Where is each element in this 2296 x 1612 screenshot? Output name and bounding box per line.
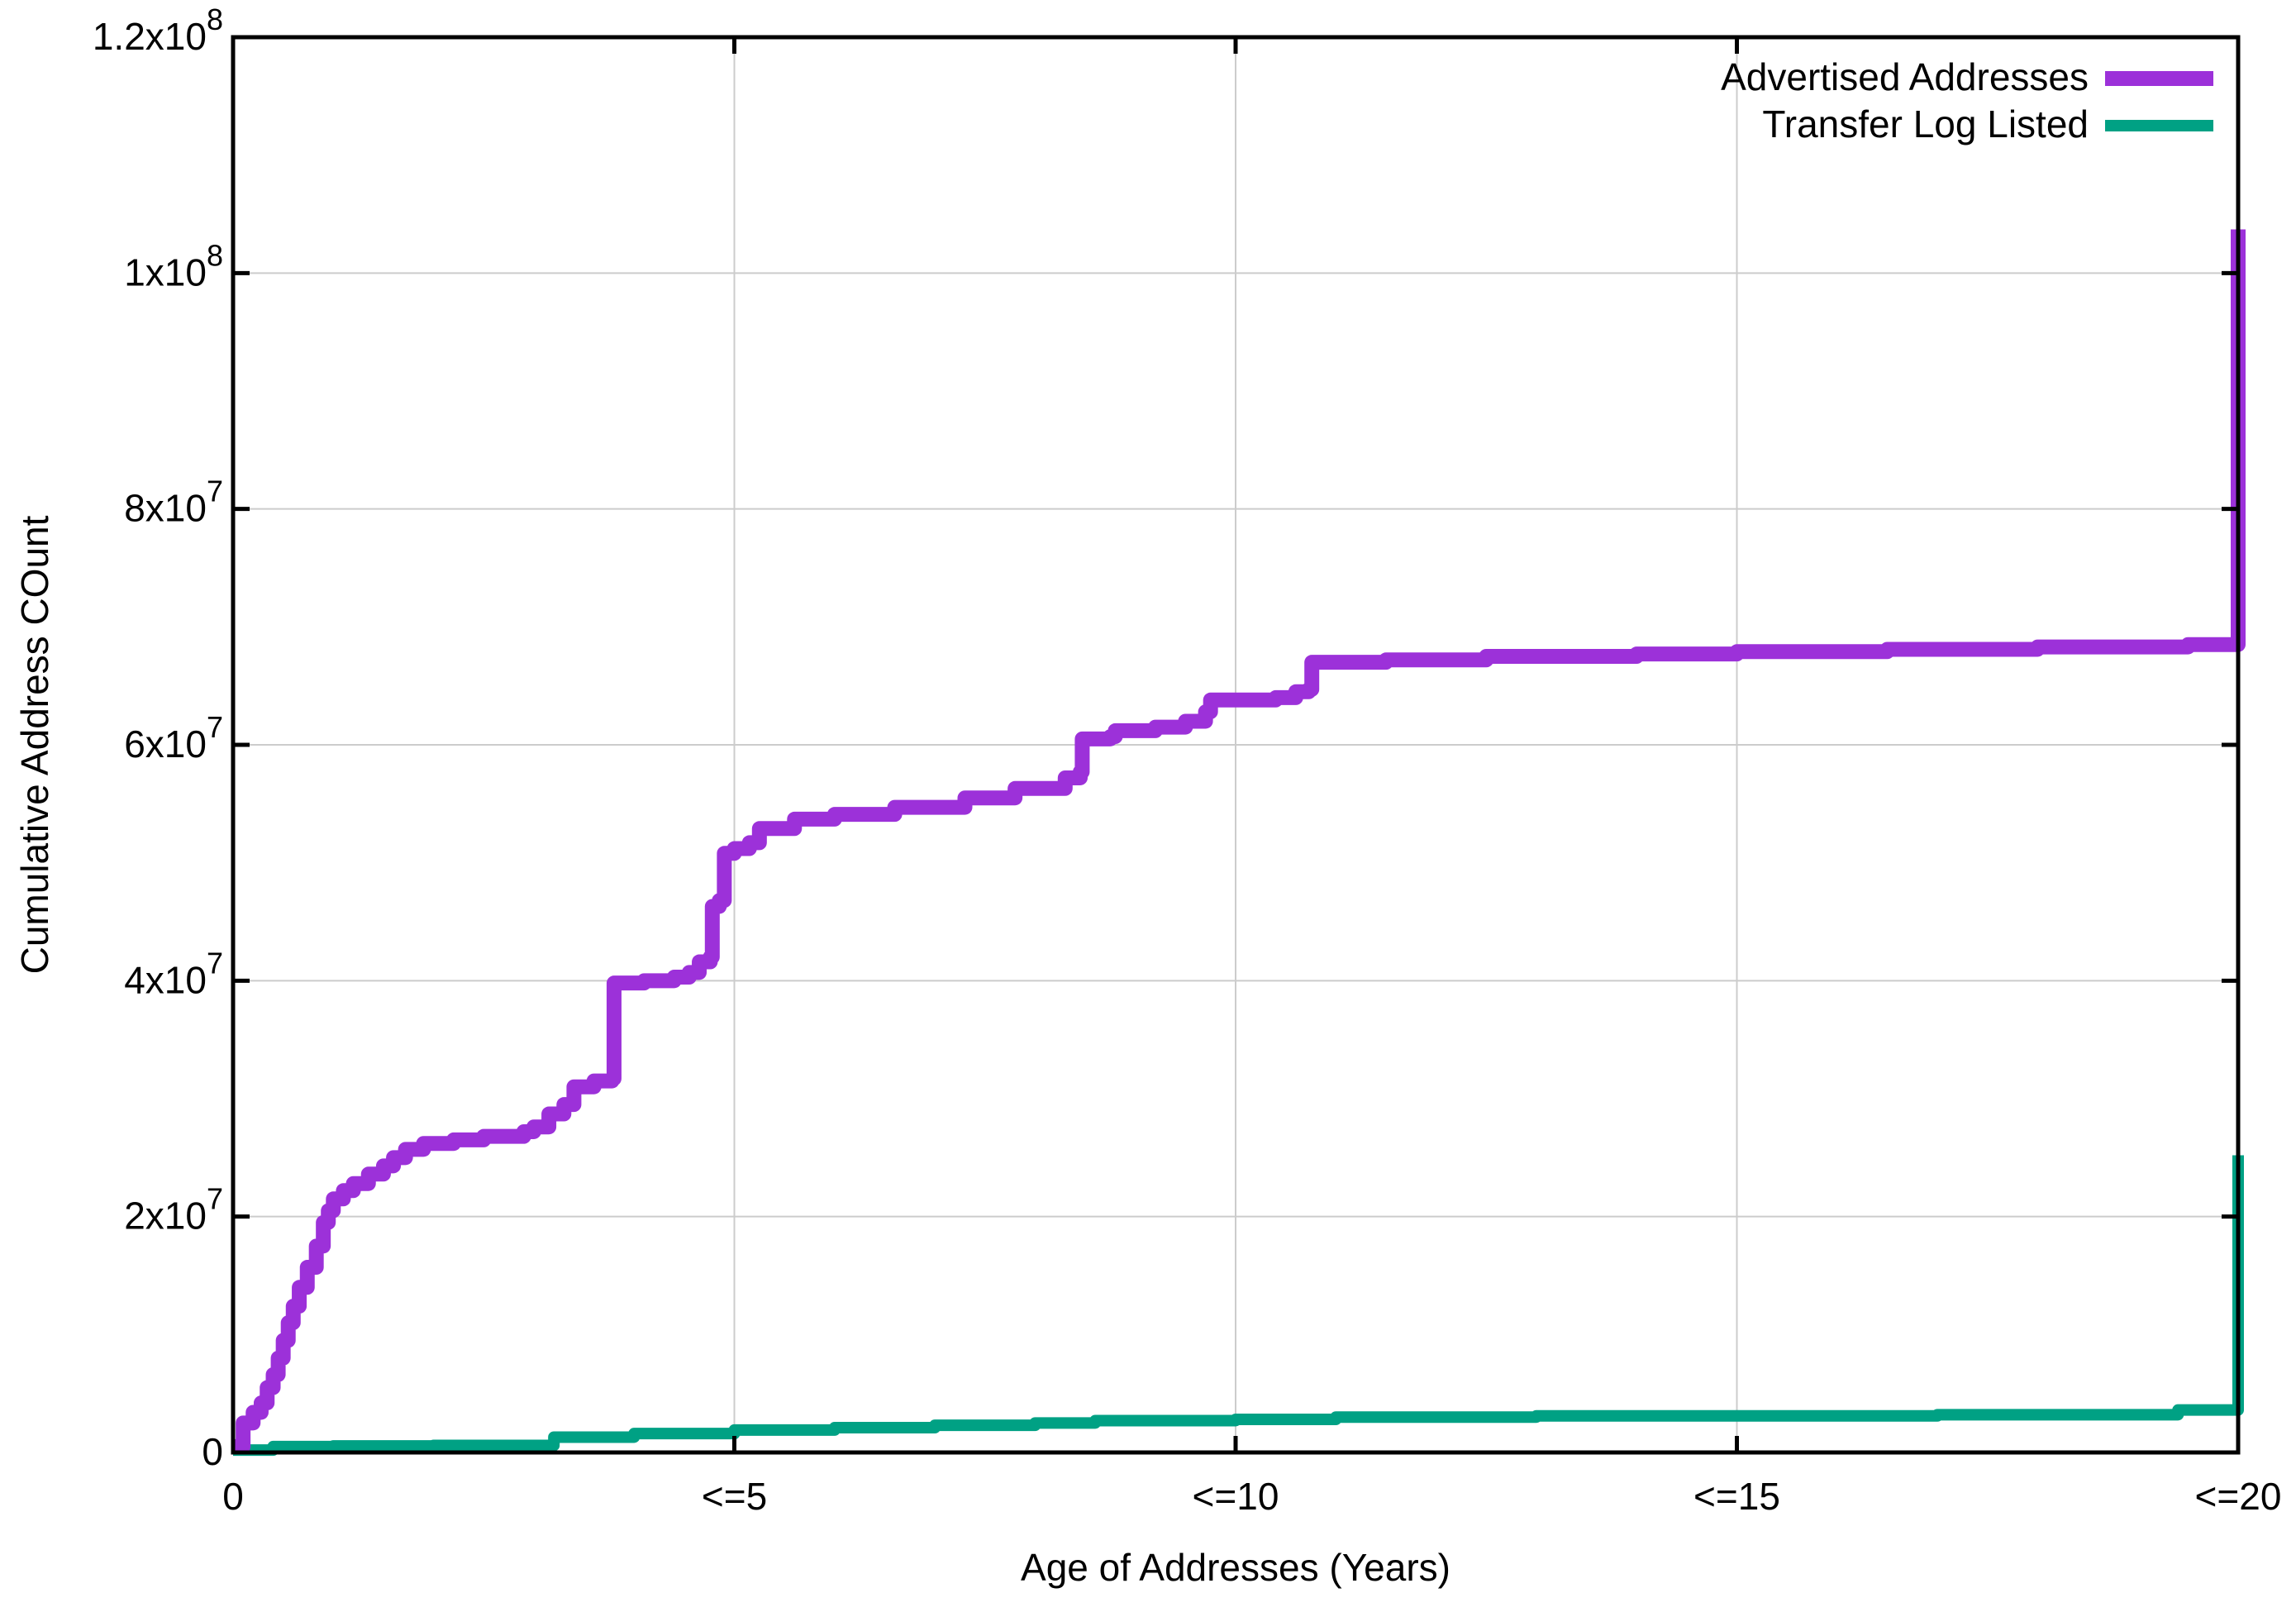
x-tick-label: <=10 bbox=[1193, 1475, 1279, 1518]
y-tick-label: 1x108 bbox=[124, 238, 223, 293]
x-tick-label: 0 bbox=[222, 1475, 244, 1518]
y-tick-label: 2x107 bbox=[124, 1182, 223, 1238]
x-axis-title: Age of Addresses (Years) bbox=[1021, 1546, 1450, 1589]
legend-label: Advertised Addresses bbox=[1721, 55, 2089, 98]
x-tick-label: <=20 bbox=[2195, 1475, 2282, 1518]
series-line-advertised-addresses bbox=[233, 229, 2246, 1454]
legend-label: Transfer Log Listed bbox=[1762, 103, 2089, 145]
y-tick-label: 4x107 bbox=[124, 946, 223, 1001]
y-tick-label: 1.2x108 bbox=[93, 2, 223, 58]
legend-item-transfer-log-listed: Transfer Log Listed bbox=[1762, 103, 2213, 145]
y-tick-label: 0 bbox=[202, 1430, 223, 1473]
series-line-transfer-log-listed bbox=[233, 1155, 2244, 1457]
y-tick-label: 8x107 bbox=[124, 475, 223, 530]
y-tick-label: 6x107 bbox=[124, 710, 223, 765]
x-tick-label: <=5 bbox=[702, 1475, 767, 1518]
x-tick-label: <=15 bbox=[1693, 1475, 1780, 1518]
y-axis-title: Cumulative Address COunt bbox=[13, 515, 56, 974]
legend-item-advertised-addresses: Advertised Addresses bbox=[1721, 55, 2213, 98]
